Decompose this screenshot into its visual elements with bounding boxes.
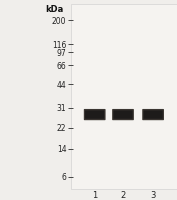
Text: 2: 2 bbox=[120, 191, 126, 199]
Text: 22: 22 bbox=[57, 124, 66, 132]
FancyBboxPatch shape bbox=[84, 109, 105, 121]
Text: 97: 97 bbox=[57, 49, 66, 57]
FancyBboxPatch shape bbox=[85, 111, 104, 119]
Text: kDa: kDa bbox=[45, 5, 64, 14]
Text: 14: 14 bbox=[57, 145, 66, 153]
FancyBboxPatch shape bbox=[113, 111, 133, 119]
Text: 31: 31 bbox=[57, 104, 66, 112]
FancyBboxPatch shape bbox=[142, 109, 164, 121]
FancyBboxPatch shape bbox=[112, 109, 134, 121]
Text: 3: 3 bbox=[150, 191, 156, 199]
Text: 200: 200 bbox=[52, 17, 66, 25]
Text: 44: 44 bbox=[57, 81, 66, 89]
Bar bbox=[71, 5, 177, 189]
Text: 1: 1 bbox=[92, 191, 97, 199]
FancyBboxPatch shape bbox=[143, 111, 163, 119]
Text: 6: 6 bbox=[61, 173, 66, 181]
Text: 66: 66 bbox=[57, 62, 66, 70]
Text: 116: 116 bbox=[52, 41, 66, 49]
